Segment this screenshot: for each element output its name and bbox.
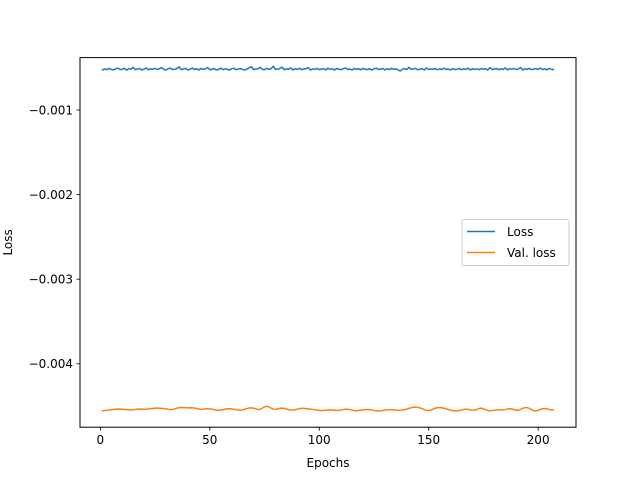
x-axis: 0 50 100 150 200 <box>97 427 550 447</box>
y-axis: −0.001 −0.002 −0.003 −0.004 <box>29 103 80 371</box>
x-tick-label: 200 <box>527 433 550 447</box>
y-axis-label: Loss <box>1 229 15 255</box>
x-tick-label: 100 <box>308 433 331 447</box>
series-line-val-loss <box>101 405 555 412</box>
x-tick-label: 0 <box>97 433 105 447</box>
series-layer <box>101 65 555 412</box>
legend-label-val-loss: Val. loss <box>507 246 556 260</box>
y-tick-label: −0.001 <box>29 103 73 117</box>
plot-frame <box>79 57 577 428</box>
y-tick-label: −0.002 <box>29 188 73 202</box>
legend: Loss Val. loss <box>461 219 570 266</box>
x-tick-label: 150 <box>417 433 440 447</box>
y-tick-label: −0.003 <box>29 272 73 286</box>
x-tick-label: 50 <box>202 433 217 447</box>
x-axis-label: Epochs <box>307 456 350 470</box>
legend-label-loss: Loss <box>507 225 533 239</box>
y-tick-label: −0.004 <box>29 357 73 371</box>
series-line-loss <box>101 65 555 72</box>
